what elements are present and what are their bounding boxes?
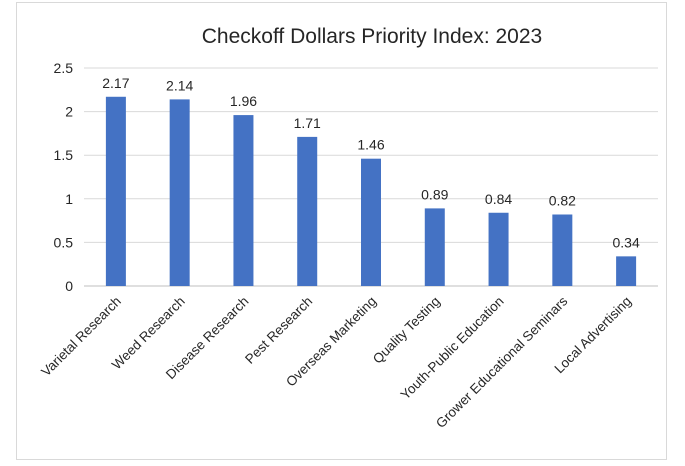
bar: [297, 136, 318, 286]
data-label: 0.84: [485, 191, 512, 207]
bar: [169, 99, 190, 286]
data-label: 1.46: [357, 137, 384, 153]
bar: [488, 212, 509, 286]
data-label: 1.71: [294, 115, 321, 131]
y-tick-label: 0: [65, 278, 73, 294]
bar: [361, 158, 381, 286]
category-label: Quality Testing: [370, 294, 443, 367]
data-label: 0.89: [421, 186, 448, 202]
bar: [616, 256, 637, 286]
category-label: Varietal Research: [38, 294, 124, 380]
category-label: Youth-Public Education: [398, 294, 507, 403]
data-label: 0.34: [612, 234, 639, 250]
category-label: Pest Research: [242, 294, 315, 367]
bar: [552, 214, 573, 286]
y-tick-label: 2: [65, 104, 73, 120]
data-label: 2.14: [166, 77, 193, 93]
y-tick-label: 2.5: [54, 60, 74, 76]
data-label: 0.82: [549, 192, 576, 208]
bar: [424, 208, 445, 286]
y-tick-label: 1.5: [54, 147, 74, 163]
bar: [105, 96, 126, 286]
y-tick-label: 1: [65, 191, 73, 207]
y-tick-label: 0.5: [54, 234, 74, 250]
data-label: 2.17: [102, 75, 129, 91]
data-label: 1.96: [230, 93, 257, 109]
bar: [233, 115, 254, 286]
category-label: Grower Educational Seminars: [433, 293, 571, 431]
chart-title: Checkoff Dollars Priority Index: 2023: [202, 25, 542, 48]
